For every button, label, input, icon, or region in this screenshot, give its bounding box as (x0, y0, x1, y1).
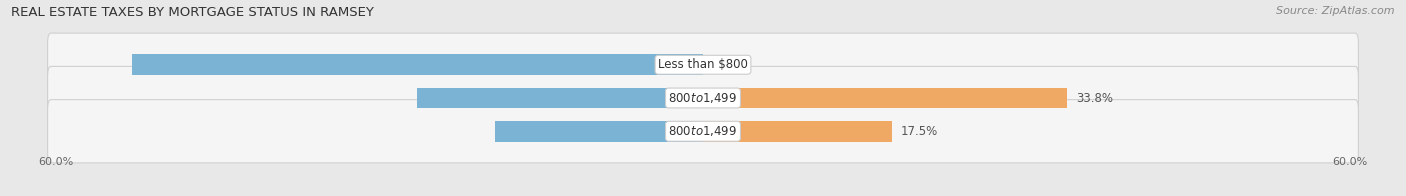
Bar (703, 121, 891, 142)
FancyBboxPatch shape (48, 33, 1358, 96)
Text: 19.3%: 19.3% (682, 125, 723, 138)
Text: 53.0%: 53.0% (682, 58, 723, 71)
FancyBboxPatch shape (48, 100, 1358, 163)
Text: $800 to $1,499: $800 to $1,499 (668, 91, 738, 105)
Bar (418, 88, 703, 108)
FancyBboxPatch shape (48, 66, 1358, 130)
Text: 26.5%: 26.5% (682, 92, 723, 104)
Bar (703, 88, 1067, 108)
Bar (495, 121, 703, 142)
Text: 17.5%: 17.5% (900, 125, 938, 138)
Text: 0.0%: 0.0% (711, 58, 741, 71)
Text: Source: ZipAtlas.com: Source: ZipAtlas.com (1277, 6, 1395, 16)
Text: 33.8%: 33.8% (1076, 92, 1114, 104)
Legend: Without Mortgage, With Mortgage: Without Mortgage, With Mortgage (576, 193, 830, 196)
Bar (132, 54, 703, 75)
Text: $800 to $1,499: $800 to $1,499 (668, 124, 738, 138)
Text: Less than $800: Less than $800 (658, 58, 748, 71)
Text: REAL ESTATE TAXES BY MORTGAGE STATUS IN RAMSEY: REAL ESTATE TAXES BY MORTGAGE STATUS IN … (11, 6, 374, 19)
